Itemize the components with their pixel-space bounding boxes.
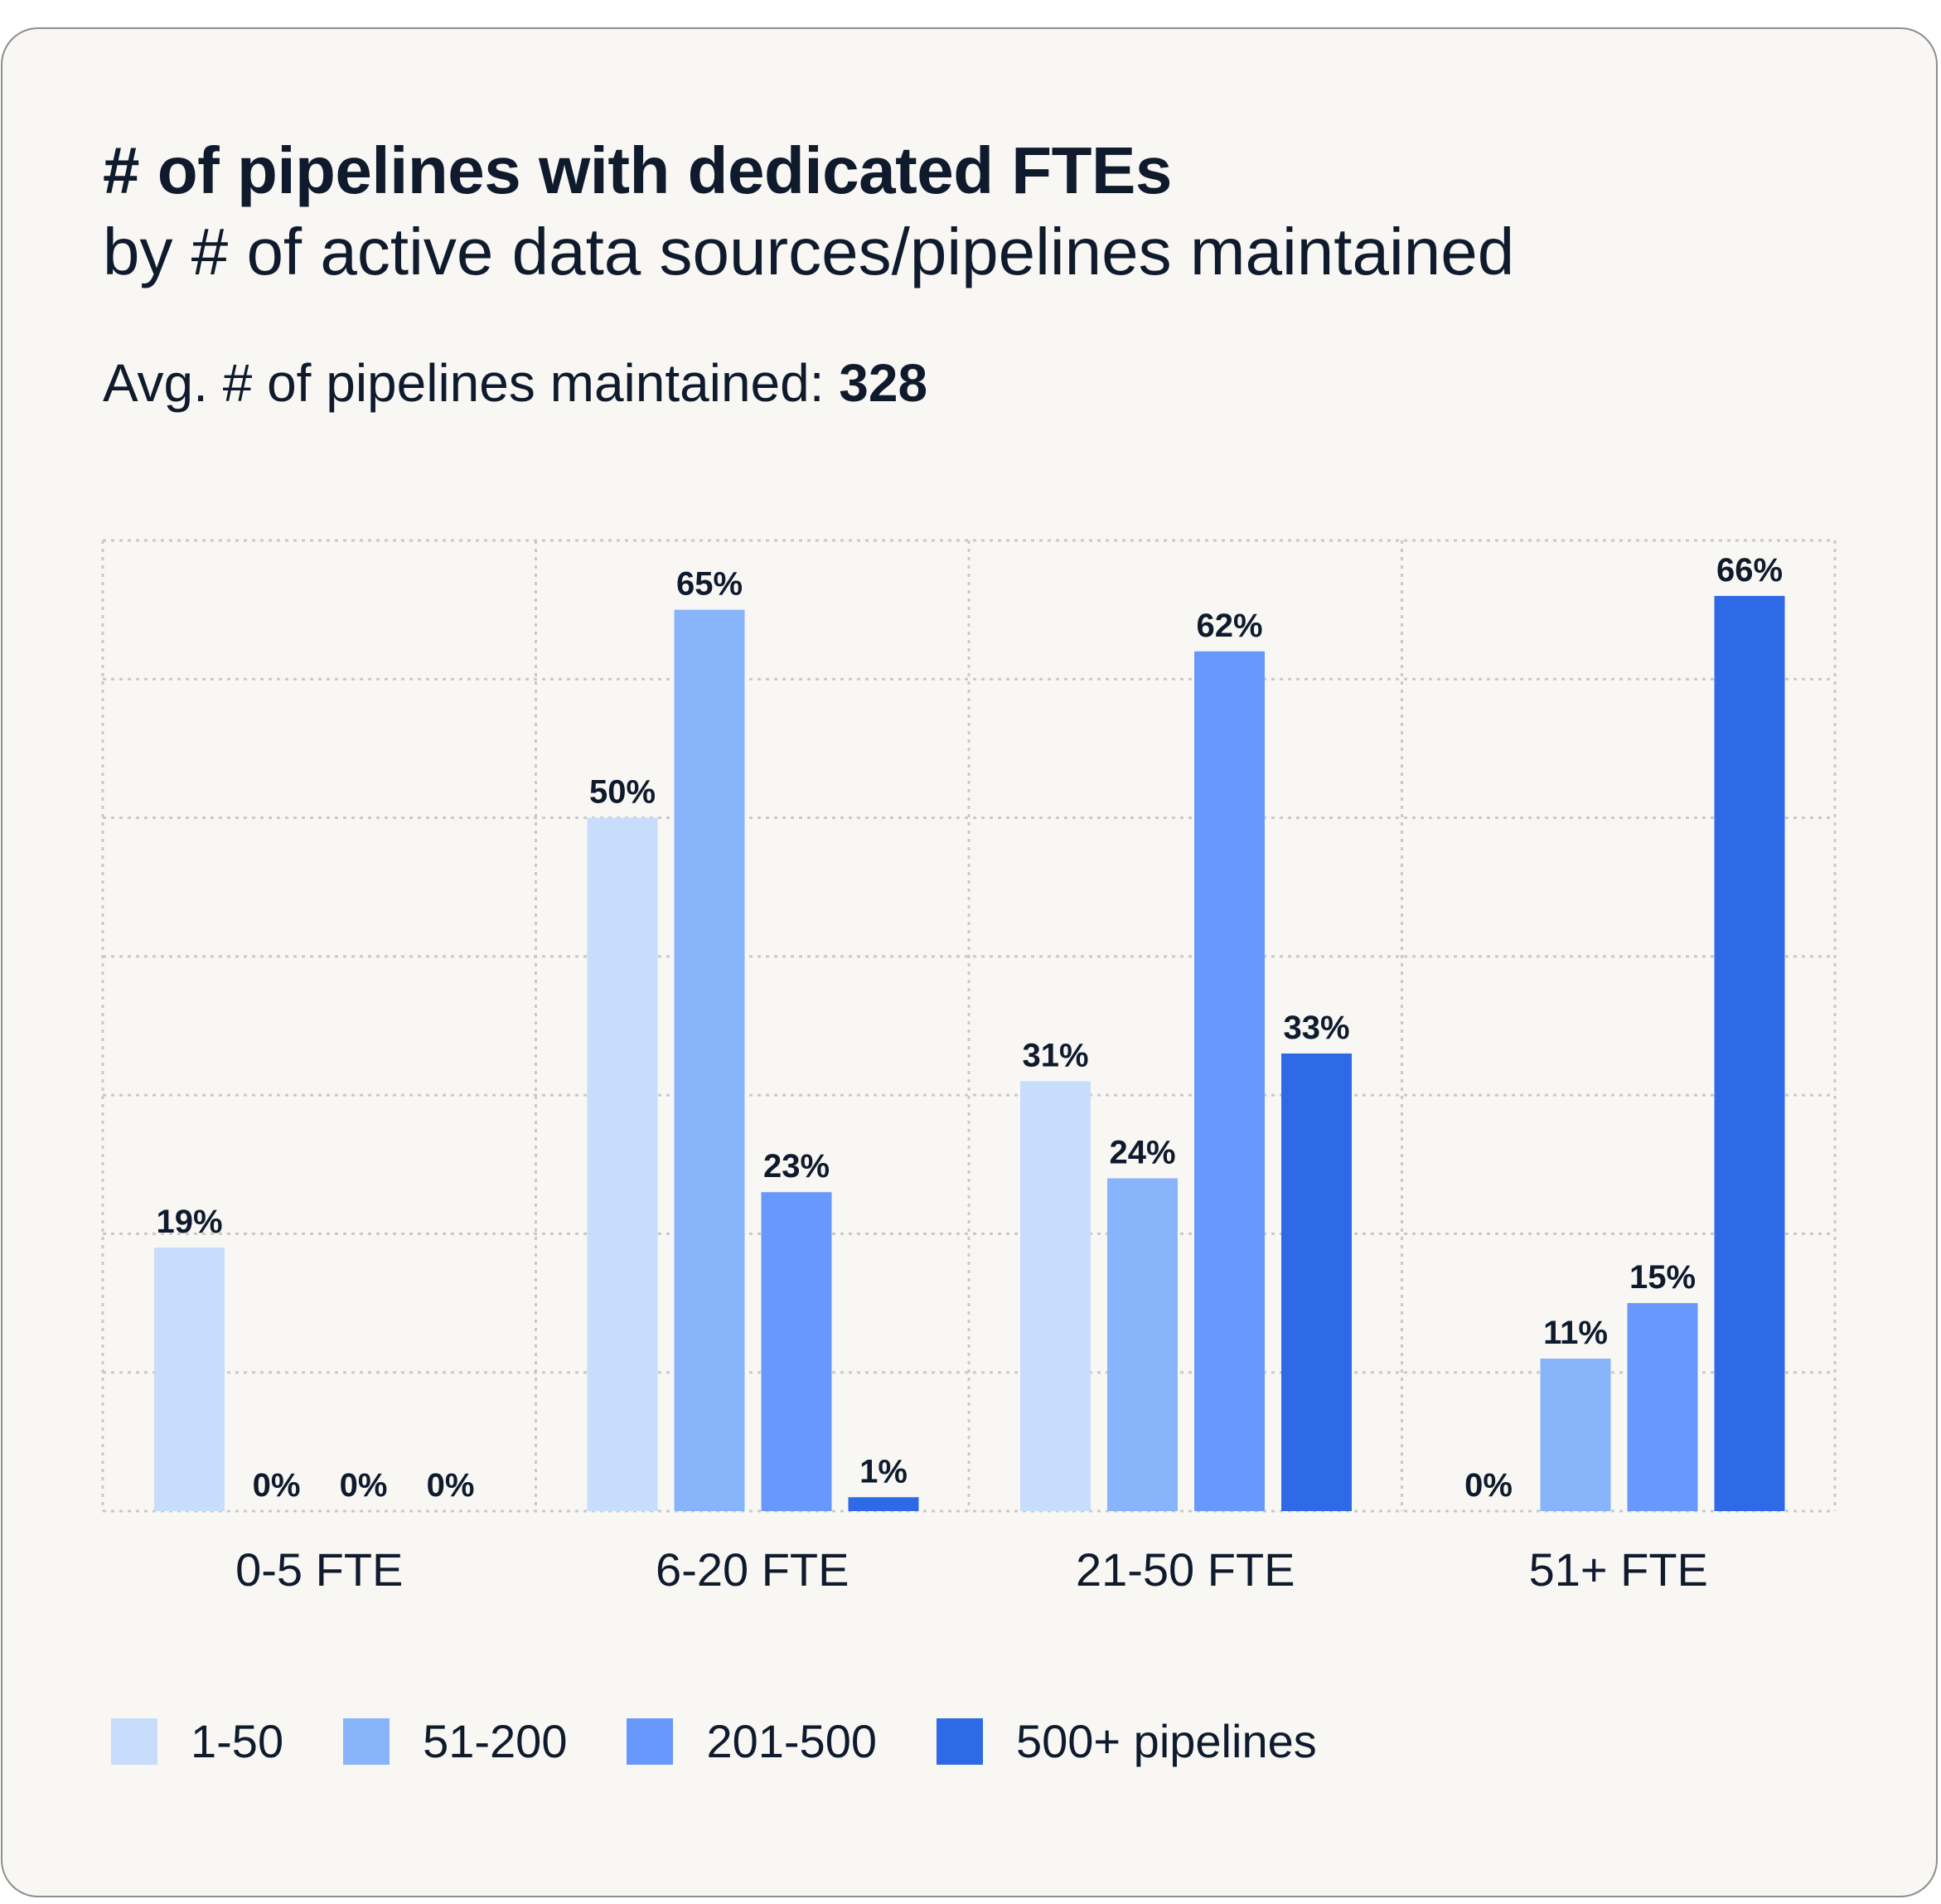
bar	[1107, 1178, 1178, 1511]
data-label: 65%	[676, 566, 743, 603]
data-label: 33%	[1283, 1010, 1349, 1046]
bar	[1194, 651, 1265, 1511]
data-label: 11%	[1543, 1315, 1608, 1351]
bar	[1714, 595, 1785, 1511]
category-label: 0-5 FTE	[235, 1543, 403, 1596]
bar	[1020, 1081, 1091, 1511]
legend-item-201-500: 201-500	[627, 1714, 877, 1768]
chart-title: # of pipelines with dedicated FTEs	[103, 133, 1172, 207]
data-label: 66%	[1716, 552, 1783, 589]
data-label: 0%	[1464, 1467, 1513, 1504]
chart-card	[1, 27, 1938, 1897]
chart-legend: 1-50 51-200 201-500 500+ pipelines	[111, 1714, 1377, 1768]
category-label: 21-50 FTE	[1076, 1543, 1295, 1596]
data-label: 15%	[1629, 1259, 1696, 1296]
category-label: 51+ FTE	[1529, 1543, 1708, 1596]
chart-subtitle: by # of active data sources/pipelines ma…	[103, 215, 1515, 288]
bar	[761, 1192, 832, 1511]
bar	[587, 817, 658, 1511]
bar	[1540, 1358, 1611, 1511]
data-label: 50%	[589, 774, 656, 811]
legend-swatch	[111, 1717, 157, 1765]
legend-swatch	[627, 1717, 674, 1765]
bar	[154, 1248, 225, 1511]
bar	[1281, 1053, 1352, 1511]
legend-item-51-200: 51-200	[343, 1714, 567, 1768]
data-label: 0%	[340, 1467, 388, 1504]
legend-label: 1-50	[191, 1715, 284, 1767]
data-label: 0%	[253, 1467, 301, 1504]
bar-chart: 19% 0% 0% 0% 0-5 FTE 50% 65% 23% 1% 6-20 FTE 31% 24…	[101, 539, 1837, 1596]
legend-label: 201-500	[706, 1715, 877, 1767]
data-label: 31%	[1022, 1037, 1088, 1073]
average-value: 328	[839, 353, 928, 413]
average-label: Avg. # of pipelines maintained:	[103, 353, 840, 413]
bar	[1627, 1303, 1698, 1511]
data-label: 1%	[859, 1453, 908, 1490]
data-label: 24%	[1109, 1135, 1175, 1171]
bar	[674, 609, 745, 1512]
legend-item-1-50: 1-50	[111, 1714, 283, 1768]
data-label: 62%	[1196, 608, 1262, 644]
data-label: 23%	[763, 1148, 830, 1185]
legend-item-500-plus: 500+ pipelines	[936, 1714, 1317, 1768]
bar	[848, 1497, 919, 1511]
legend-label: 500+ pipelines	[1015, 1715, 1317, 1767]
category-label: 6-20 FTE	[656, 1543, 849, 1596]
legend-label: 51-200	[423, 1715, 568, 1767]
legend-swatch	[936, 1717, 983, 1765]
data-label: 0%	[427, 1467, 475, 1504]
data-label: 19%	[156, 1204, 222, 1240]
legend-swatch	[343, 1717, 390, 1765]
average-pipelines-note: Avg. # of pipelines maintained: 328	[103, 352, 927, 414]
